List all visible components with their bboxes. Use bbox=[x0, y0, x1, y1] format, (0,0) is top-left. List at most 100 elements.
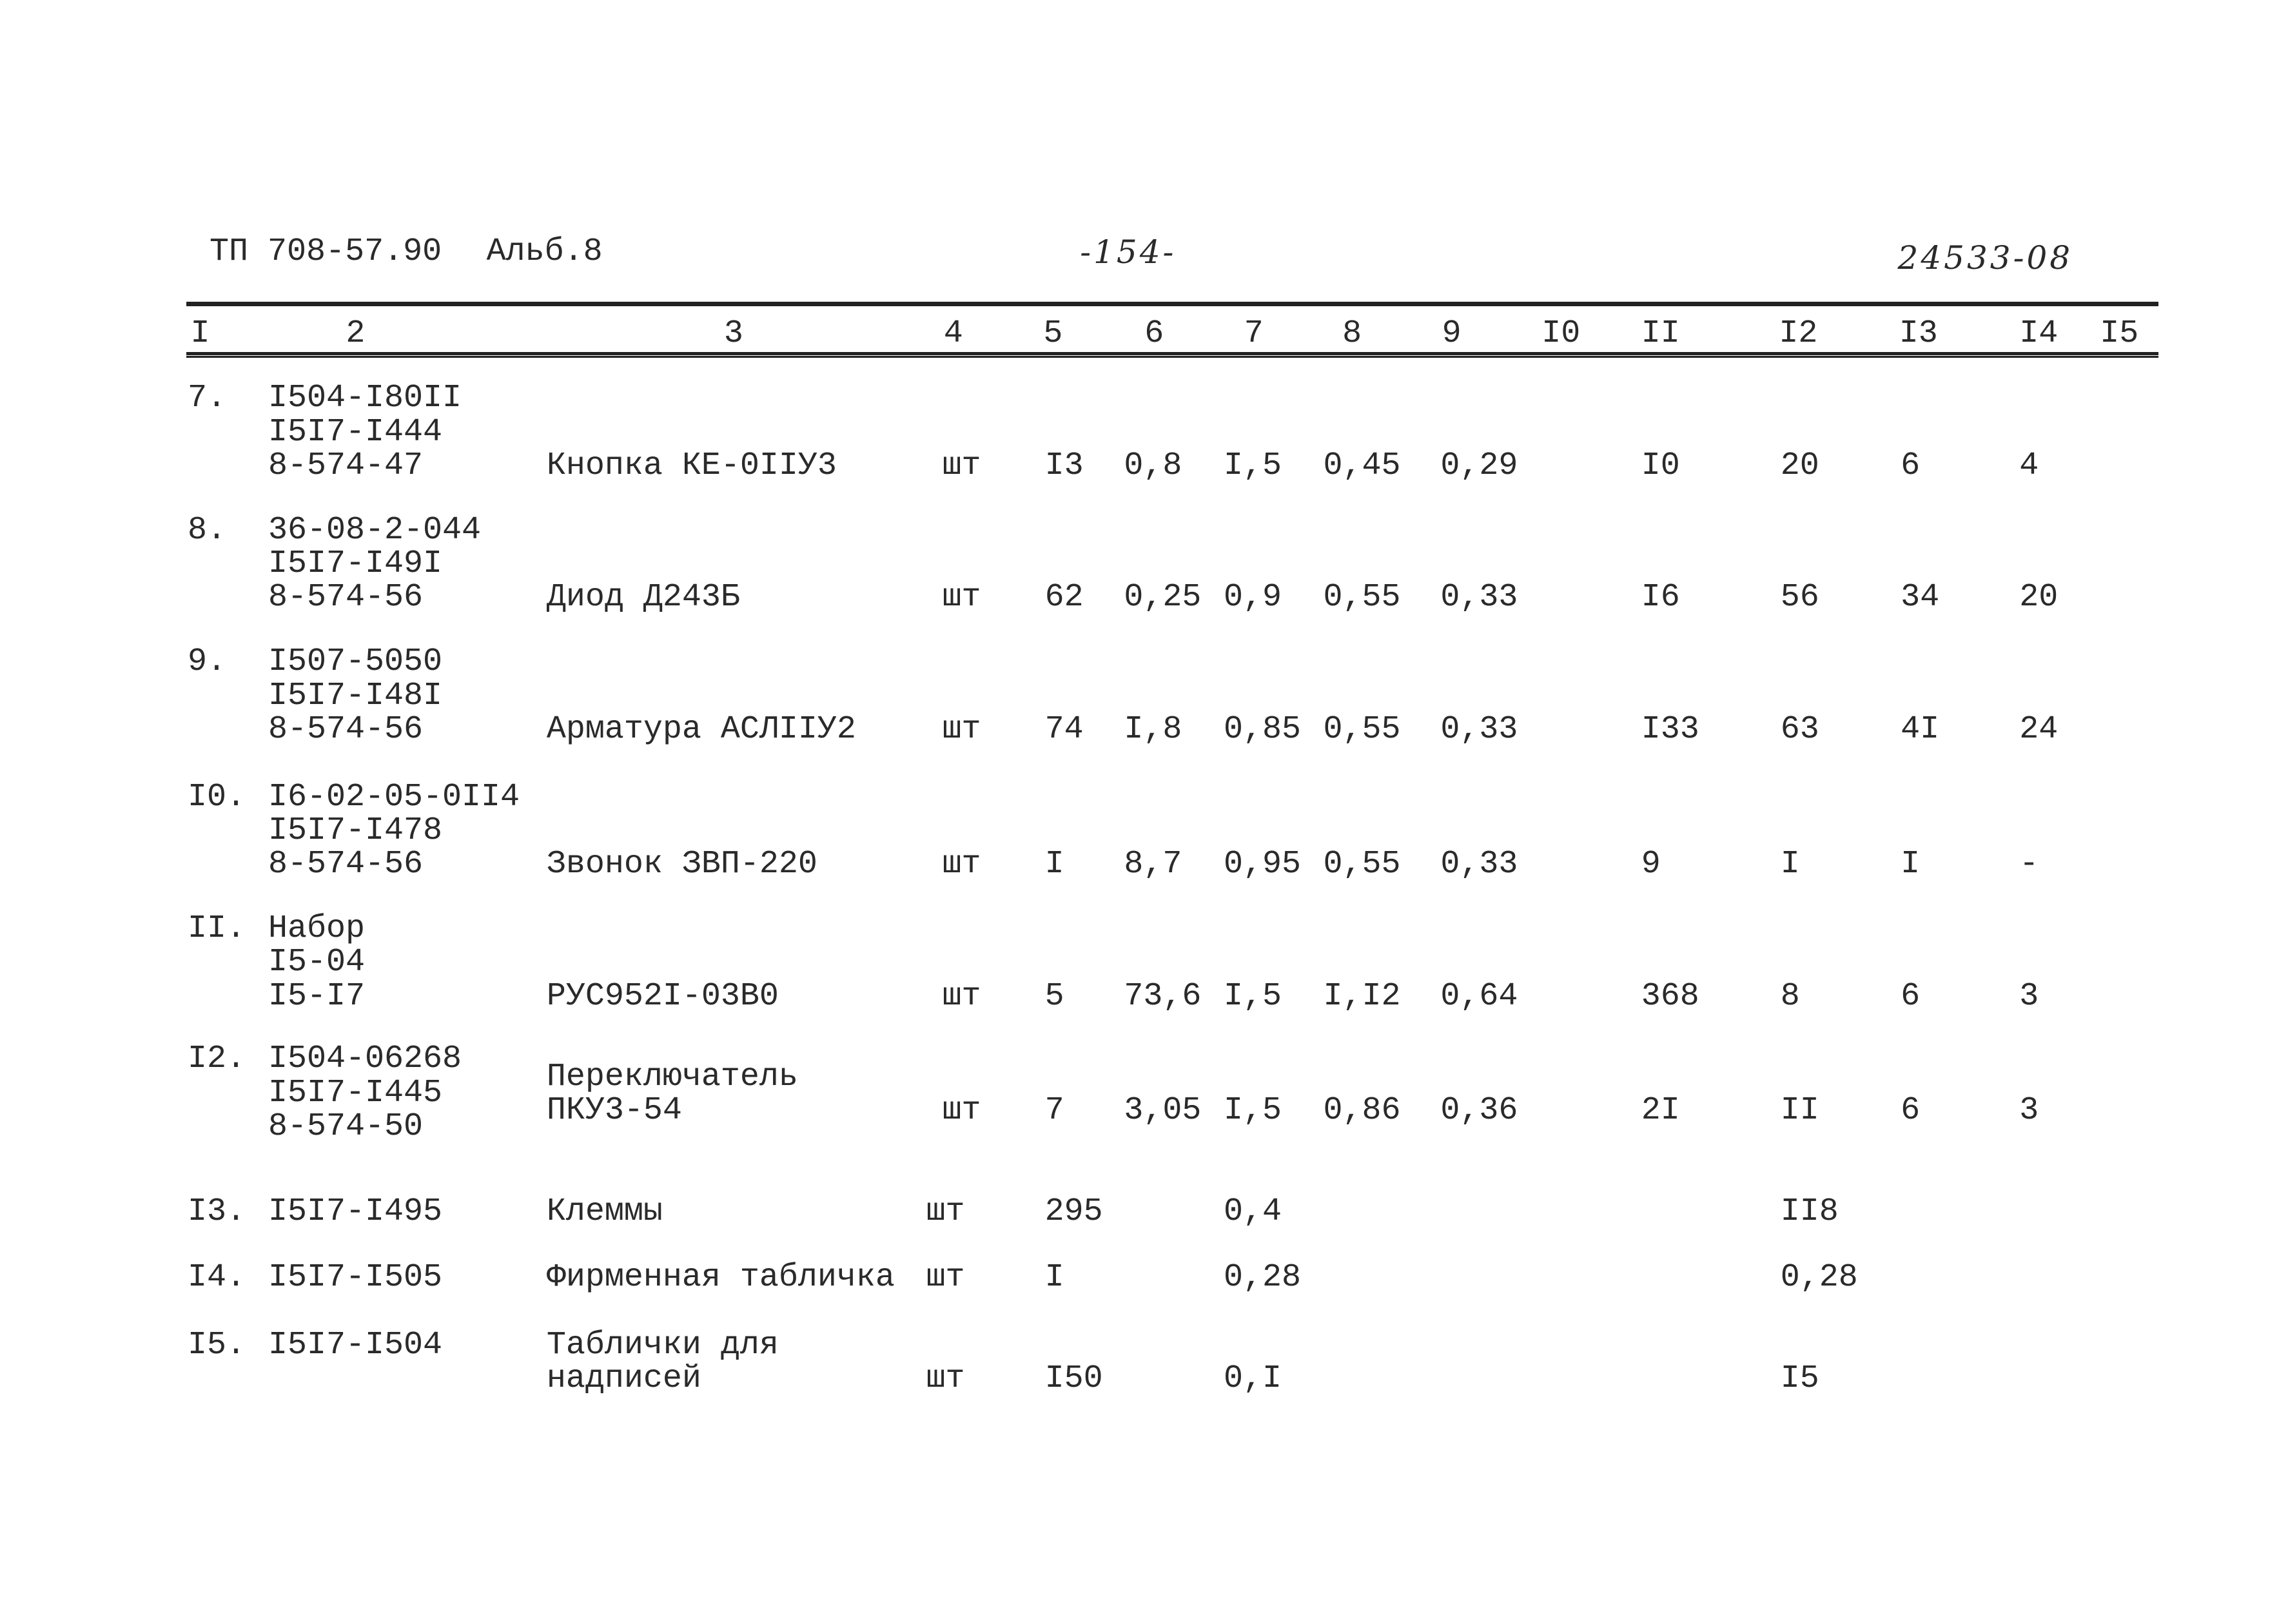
item-name: РУС952I-03В0 bbox=[546, 977, 779, 1015]
cell-value: 0,9 bbox=[1223, 579, 1282, 616]
cell-value: 0,36 bbox=[1440, 1091, 1518, 1129]
cell-value: 295 bbox=[1044, 1193, 1103, 1230]
cell-value: 2I bbox=[1641, 1091, 1680, 1129]
cell-value: 0,45 bbox=[1323, 447, 1401, 484]
cell-value: 368 bbox=[1641, 977, 1699, 1015]
doc-code: ТП 708-57.90 bbox=[210, 233, 442, 270]
column-header: 8 bbox=[1342, 315, 1362, 353]
unit: шт bbox=[926, 1259, 965, 1296]
item-name: Звонок ЗВП-220 bbox=[546, 846, 817, 883]
item-name: Таблички для bbox=[546, 1326, 779, 1364]
item-code: I504-I80II bbox=[268, 380, 462, 417]
cell-value: 20 bbox=[2019, 579, 2059, 616]
cell-value: I6 bbox=[1641, 579, 1680, 616]
cell-value: 0,55 bbox=[1323, 846, 1401, 883]
cell-value: 56 bbox=[1780, 579, 1819, 616]
row-number: I5. bbox=[187, 1326, 246, 1364]
cell-value: 5 bbox=[1044, 977, 1064, 1015]
item-code: I5-I7 bbox=[268, 977, 365, 1015]
cell-value: 0,64 bbox=[1440, 977, 1518, 1015]
row-number: 9. bbox=[187, 643, 226, 681]
item-name: Диод Д243Б bbox=[546, 579, 740, 616]
cell-value: 9 bbox=[1641, 846, 1661, 883]
column-header: 9 bbox=[1442, 315, 1462, 353]
item-code: I5I7-I48I bbox=[268, 677, 442, 714]
cell-value: 24 bbox=[2019, 710, 2059, 748]
item-code: I5I7-I495 bbox=[268, 1193, 442, 1230]
cell-value: I bbox=[1044, 846, 1064, 883]
cell-value: 20 bbox=[1780, 447, 1819, 484]
cell-value: 3 bbox=[2019, 977, 2039, 1015]
cell-value: 0,85 bbox=[1223, 710, 1301, 748]
item-code: I507-5050 bbox=[268, 643, 442, 681]
cell-value: 0,33 bbox=[1440, 846, 1518, 883]
column-header: 6 bbox=[1144, 315, 1164, 353]
column-header: I3 bbox=[1899, 315, 1938, 353]
row-number: I3. bbox=[187, 1193, 246, 1230]
item-code: I504-06268 bbox=[268, 1041, 462, 1078]
column-header: 3 bbox=[723, 315, 743, 353]
cell-value: 0,4 bbox=[1223, 1193, 1282, 1230]
rule bbox=[186, 356, 2159, 358]
cell-value: 62 bbox=[1044, 579, 1084, 616]
column-header: I4 bbox=[2019, 315, 2059, 353]
item-code: 8-574-56 bbox=[268, 846, 423, 883]
item-code: I6-02-05-0II4 bbox=[268, 778, 520, 816]
item-code: 8-574-56 bbox=[268, 710, 423, 748]
cell-value: 4I bbox=[1901, 710, 1940, 748]
item-code: I5I7-I478 bbox=[268, 812, 442, 849]
cell-value: 6 bbox=[1901, 447, 1921, 484]
cell-value: I50 bbox=[1044, 1360, 1103, 1397]
unit: шт bbox=[942, 846, 981, 883]
column-header: I2 bbox=[1779, 315, 1818, 353]
row-number: I4. bbox=[187, 1259, 246, 1296]
cell-value: 0,33 bbox=[1440, 710, 1518, 748]
cell-value: 8,7 bbox=[1124, 846, 1182, 883]
cell-value: 0,33 bbox=[1440, 579, 1518, 616]
item-code: I5I7-I504 bbox=[268, 1326, 442, 1364]
cell-value: - bbox=[2019, 846, 2039, 883]
row-number: II. bbox=[187, 910, 246, 948]
cell-value: 73,6 bbox=[1124, 977, 1202, 1015]
unit: шт bbox=[942, 1091, 981, 1129]
cell-value: I33 bbox=[1641, 710, 1699, 748]
unit: шт bbox=[942, 977, 981, 1015]
unit: шт bbox=[942, 447, 981, 484]
column-header: 2 bbox=[346, 315, 366, 353]
cell-value: I0 bbox=[1641, 447, 1680, 484]
column-header: 7 bbox=[1244, 315, 1264, 353]
item-code: I5I7-I49I bbox=[268, 545, 442, 583]
cell-value: I,I2 bbox=[1323, 977, 1401, 1015]
cell-value: 6 bbox=[1901, 977, 1921, 1015]
item-code: I5I7-I505 bbox=[268, 1259, 442, 1296]
cell-value: 0,28 bbox=[1780, 1259, 1858, 1296]
item-code: Набор bbox=[268, 910, 365, 948]
column-header: 4 bbox=[943, 315, 963, 353]
item-name: Переключатель bbox=[546, 1058, 798, 1095]
cell-value: 0,55 bbox=[1323, 579, 1401, 616]
item-name: Фирменная табличка bbox=[546, 1259, 895, 1296]
item-code: I5-04 bbox=[268, 944, 365, 981]
page-number: -154- bbox=[1080, 233, 1177, 271]
item-code: 8-574-50 bbox=[268, 1108, 423, 1145]
row-number: I2. bbox=[187, 1041, 246, 1078]
unit: шт bbox=[942, 579, 981, 616]
unit: шт bbox=[926, 1193, 965, 1230]
cell-value: 6 bbox=[1901, 1091, 1921, 1129]
cell-value: 7 bbox=[1044, 1091, 1064, 1129]
cell-value: 74 bbox=[1044, 710, 1084, 748]
row-number: I0. bbox=[187, 778, 246, 816]
column-header: II bbox=[1641, 315, 1680, 353]
rule bbox=[186, 302, 2159, 307]
cell-value: I,8 bbox=[1124, 710, 1182, 748]
cell-value: I3 bbox=[1044, 447, 1084, 484]
cell-value: 0,8 bbox=[1124, 447, 1182, 484]
row-number: 7. bbox=[187, 380, 226, 417]
cell-value: 0,25 bbox=[1124, 579, 1202, 616]
cell-value: 63 bbox=[1780, 710, 1819, 748]
column-header: 5 bbox=[1043, 315, 1063, 353]
row-number: 8. bbox=[187, 511, 226, 549]
cell-value: 4 bbox=[2019, 447, 2039, 484]
unit: шт bbox=[926, 1360, 965, 1397]
